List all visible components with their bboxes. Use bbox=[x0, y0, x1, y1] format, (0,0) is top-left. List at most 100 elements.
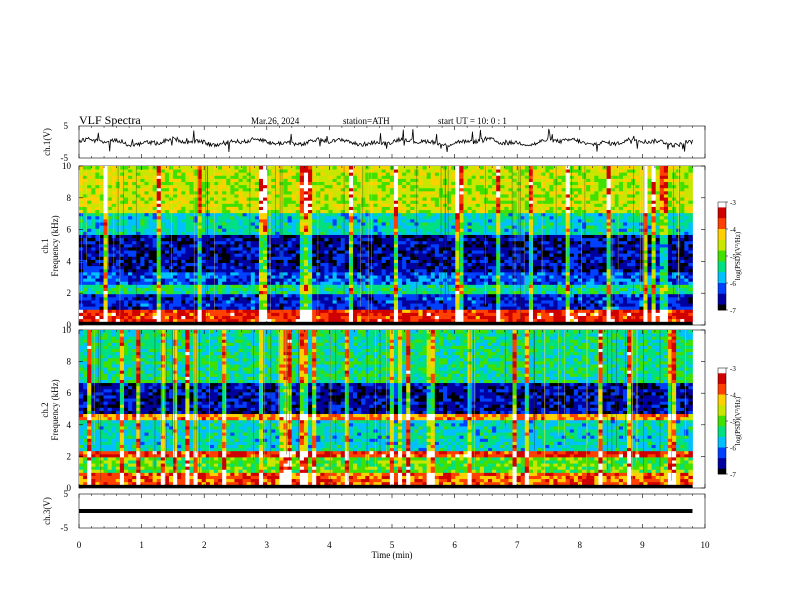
spectrogram-cell bbox=[455, 268, 460, 273]
spectrogram-cell bbox=[357, 290, 362, 295]
spectrogram-cell bbox=[434, 318, 440, 323]
spectrogram-cell bbox=[144, 318, 149, 323]
spectrogram-cell bbox=[565, 278, 571, 282]
spectrogram-cell bbox=[606, 290, 612, 295]
spectrogram-cell bbox=[111, 278, 117, 282]
spectrogram-cell bbox=[639, 253, 644, 257]
spectrogram-cell bbox=[152, 256, 158, 260]
spectrogram-cell bbox=[140, 237, 145, 242]
spectrogram-cell bbox=[205, 218, 211, 223]
spectrogram-cell bbox=[577, 231, 583, 235]
spectrogram-cell bbox=[332, 309, 338, 313]
spectrogram-cell bbox=[598, 315, 603, 320]
spectrogram-cell bbox=[672, 300, 677, 304]
spectrogram-cell bbox=[361, 293, 366, 298]
spectrogram-cell bbox=[344, 250, 350, 254]
spectrogram-cell bbox=[557, 309, 562, 313]
spectrogram-cell bbox=[336, 228, 342, 232]
spectrogram-cell bbox=[218, 256, 223, 260]
spectrogram-cell bbox=[230, 218, 235, 223]
spectrogram-cell bbox=[336, 284, 342, 288]
spectrogram-cell bbox=[532, 290, 538, 295]
spectrogram-cell bbox=[577, 240, 583, 245]
spectrogram-cell bbox=[622, 268, 628, 273]
spectrogram-cell bbox=[680, 312, 685, 316]
spectrogram-cell bbox=[496, 259, 501, 264]
spectrogram-cell bbox=[164, 290, 170, 295]
spectrogram-cell bbox=[479, 312, 485, 316]
spectrogram-cell bbox=[275, 290, 280, 295]
spectrogram-cell bbox=[103, 287, 109, 292]
spectrogram-cell bbox=[213, 303, 219, 307]
spectrogram-cell bbox=[663, 228, 669, 232]
spectrogram-cell bbox=[279, 265, 284, 270]
spectrogram-cell bbox=[271, 259, 276, 264]
spectrogram-cell bbox=[520, 265, 526, 270]
spectrogram-cell bbox=[242, 222, 248, 226]
spectrogram-cell bbox=[688, 300, 693, 304]
spectrogram-cell bbox=[451, 247, 456, 251]
spectrogram-cell bbox=[500, 306, 505, 310]
spectrogram-cell bbox=[618, 234, 624, 239]
spectrogram-cell bbox=[483, 253, 489, 257]
spectrogram-cell bbox=[197, 222, 203, 226]
spectrogram-cell bbox=[348, 253, 354, 257]
spectrogram-cell bbox=[344, 300, 350, 304]
spectrogram-cell bbox=[177, 222, 182, 226]
spectrogram-cell bbox=[447, 259, 452, 264]
spectrogram-cell bbox=[569, 231, 575, 235]
spectrogram-cell bbox=[602, 240, 607, 245]
spectrogram-cell bbox=[258, 247, 264, 251]
spectrogram-cell bbox=[79, 290, 84, 295]
spectrogram-cell bbox=[430, 268, 436, 273]
spectrogram-cell bbox=[91, 300, 96, 304]
spectrogram-cell bbox=[508, 284, 513, 288]
spectrogram-cell bbox=[680, 253, 685, 257]
spectrogram-cell bbox=[246, 281, 252, 285]
spectrogram-cell bbox=[627, 312, 632, 316]
spectrogram-cell bbox=[651, 265, 657, 270]
spectrogram-cell bbox=[586, 309, 591, 313]
spectrogram-cell bbox=[618, 218, 624, 223]
spectrogram-cell bbox=[328, 256, 333, 260]
spectrogram-cell bbox=[344, 318, 350, 323]
spectrogram-cell bbox=[602, 275, 607, 279]
spectrogram-cell bbox=[573, 228, 579, 232]
spectrogram-cell bbox=[528, 234, 534, 239]
spectrogram-cell bbox=[577, 247, 583, 251]
spectrogram-cell bbox=[524, 293, 530, 298]
spectrogram-cell bbox=[91, 315, 96, 320]
spectrogram-cell bbox=[160, 318, 166, 323]
spectrogram-cell bbox=[655, 268, 661, 273]
spectrogram-cell bbox=[487, 315, 493, 320]
spectrogram-cell bbox=[528, 262, 534, 267]
spectrogram-cell bbox=[676, 318, 681, 323]
spectrogram-cell bbox=[426, 222, 432, 226]
spectrogram-cell bbox=[328, 318, 333, 323]
spectrogram-cell bbox=[246, 259, 252, 264]
spectrogram-cell bbox=[336, 259, 342, 264]
spectrogram-cell bbox=[635, 247, 640, 251]
spectrogram-cell bbox=[471, 243, 477, 248]
spectrogram-cell bbox=[181, 318, 186, 323]
spectrogram-cell bbox=[156, 247, 162, 251]
spectrogram-cell bbox=[393, 228, 399, 232]
spectrogram-cell bbox=[95, 315, 100, 320]
spectrogram-cell bbox=[267, 296, 272, 301]
spectrogram-cell bbox=[610, 309, 616, 313]
spectrogram-cell bbox=[557, 231, 562, 235]
spectrogram-cell bbox=[254, 262, 260, 267]
spectrogram-cell bbox=[651, 300, 657, 304]
spectrogram-cell bbox=[226, 228, 231, 232]
spectrogram-cell bbox=[234, 237, 239, 242]
spectrogram-cell bbox=[279, 287, 284, 292]
spectrogram-cell bbox=[275, 296, 280, 301]
spectrogram-cell bbox=[672, 228, 677, 232]
spectrogram-cell bbox=[663, 312, 669, 316]
spectrogram-cell bbox=[447, 228, 452, 232]
spectrogram-cell bbox=[111, 312, 117, 316]
spectrogram-cell bbox=[79, 225, 84, 229]
spectrogram-cell bbox=[295, 278, 301, 282]
spectrogram-cell bbox=[267, 218, 272, 223]
spectrogram-cell bbox=[348, 306, 354, 310]
